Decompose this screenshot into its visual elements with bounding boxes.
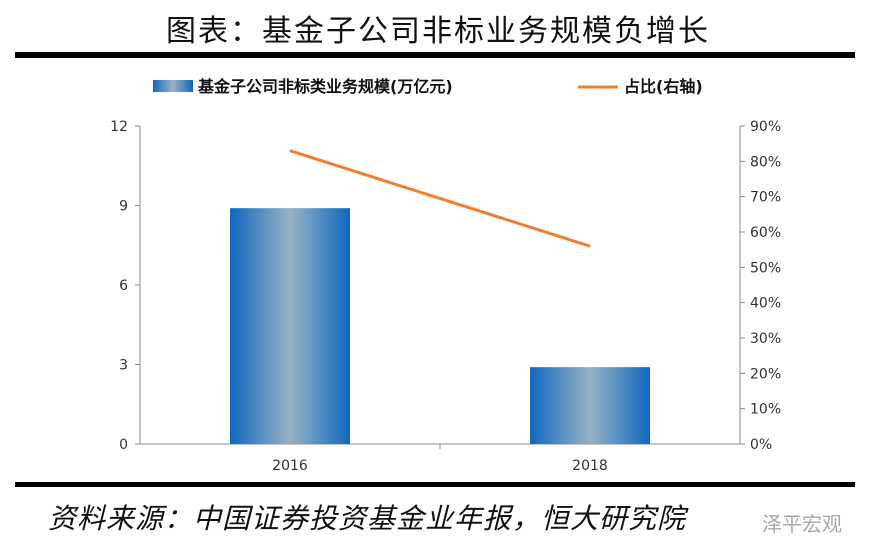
y2-tick-label: 60% [750, 225, 781, 241]
legend-bar-label: 基金子公司非标类业务规模(万亿元) [197, 77, 453, 96]
top-rule [15, 52, 855, 58]
y2-tick-label: 30% [750, 331, 781, 347]
y-tick-label: 9 [119, 199, 128, 215]
y-tick-label: 12 [110, 119, 128, 135]
bar-2016 [230, 208, 350, 444]
y2-tick-label: 70% [750, 190, 781, 206]
x-tick-label: 2016 [272, 458, 308, 474]
y2-tick-label: 10% [750, 402, 781, 418]
y2-tick-label: 20% [750, 366, 781, 382]
y2-tick-label: 40% [750, 296, 781, 312]
bottom-rule [15, 482, 855, 487]
legend: 基金子公司非标类业务规模(万亿元) 占比(右轴) [153, 77, 703, 96]
chart-title: 图表：基金子公司非标业务规模负增长 [166, 14, 710, 49]
legend-bar-swatch [153, 80, 193, 92]
share-line [289, 149, 591, 248]
source-note: 资料来源：中国证券投资基金业年报，恒大研究院 [48, 502, 687, 535]
x-tick-label: 2018 [572, 458, 608, 474]
y2-tick-label: 80% [750, 154, 781, 170]
legend-line-label: 占比(右轴) [624, 77, 703, 96]
y-tick-label: 3 [119, 358, 128, 374]
chart: 基金子公司非标类业务规模(万亿元) 占比(右轴) 0 3 6 9 12 0% 10% 20% 3… [110, 77, 781, 474]
y-tick-label: 0 [119, 437, 128, 453]
y-tick-label: 6 [119, 278, 128, 294]
y2-tick-label: 0% [750, 437, 772, 453]
y2-tick-label: 90% [750, 119, 781, 135]
bar-2018 [530, 367, 650, 444]
watermark: 泽平宏观 [762, 512, 842, 536]
y2-tick-label: 50% [750, 260, 781, 276]
